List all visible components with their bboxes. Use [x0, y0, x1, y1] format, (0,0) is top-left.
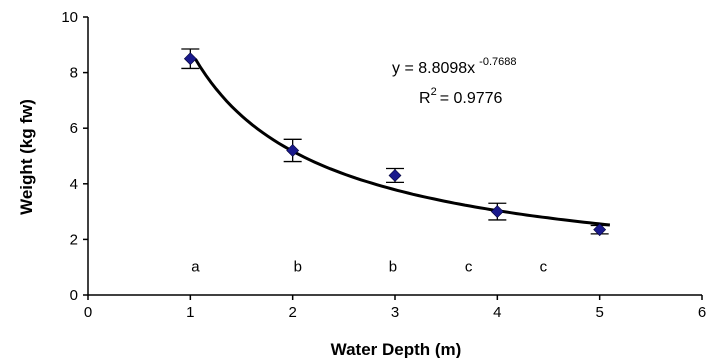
- data-point: [490, 205, 504, 219]
- data-points: [183, 52, 607, 237]
- group-letter: c: [540, 258, 548, 275]
- data-point: [183, 52, 197, 66]
- equation-text: y = 8.8098x -0.7688: [392, 56, 516, 77]
- data-point: [286, 144, 300, 157]
- group-letter: c: [465, 258, 473, 275]
- equation-exponent: -0.7688: [479, 56, 516, 68]
- y-tick-label: 2: [70, 231, 78, 248]
- x-tick-label: 2: [288, 304, 296, 321]
- r-squared-power: 2: [431, 86, 437, 98]
- x-tick-label: 3: [391, 304, 399, 321]
- y-tick-label: 8: [70, 65, 78, 82]
- group-letter: b: [389, 258, 397, 275]
- y-tick-label: 6: [70, 120, 78, 137]
- x-tick-label: 5: [595, 304, 603, 321]
- r-squared-value: = 0.9776: [440, 90, 503, 107]
- y-tick-label: 0: [70, 287, 78, 304]
- x-tick-label: 0: [84, 304, 92, 321]
- group-letter: a: [191, 258, 200, 275]
- x-tick-label: 1: [186, 304, 194, 321]
- ticks: 0 1 2 3 4 5 6 0 2 4 6 8 10: [61, 9, 706, 321]
- y-tick-label: 10: [61, 9, 78, 26]
- group-letter: b: [294, 258, 302, 275]
- trendline: [194, 58, 611, 227]
- y-axis-title: Weight (kg fw): [17, 99, 36, 215]
- r-squared-label: R: [419, 90, 431, 107]
- x-axis-title: Water Depth (m): [331, 340, 462, 358]
- r-squared-text: R2 = 0.9776: [419, 86, 503, 107]
- axes: [87, 17, 702, 296]
- equation-base: y = 8.8098x: [392, 60, 475, 77]
- x-tick-label: 4: [493, 304, 501, 321]
- x-tick-label: 6: [698, 304, 706, 321]
- data-point: [388, 169, 402, 182]
- y-tick-label: 4: [70, 176, 78, 193]
- data-point: [593, 223, 607, 237]
